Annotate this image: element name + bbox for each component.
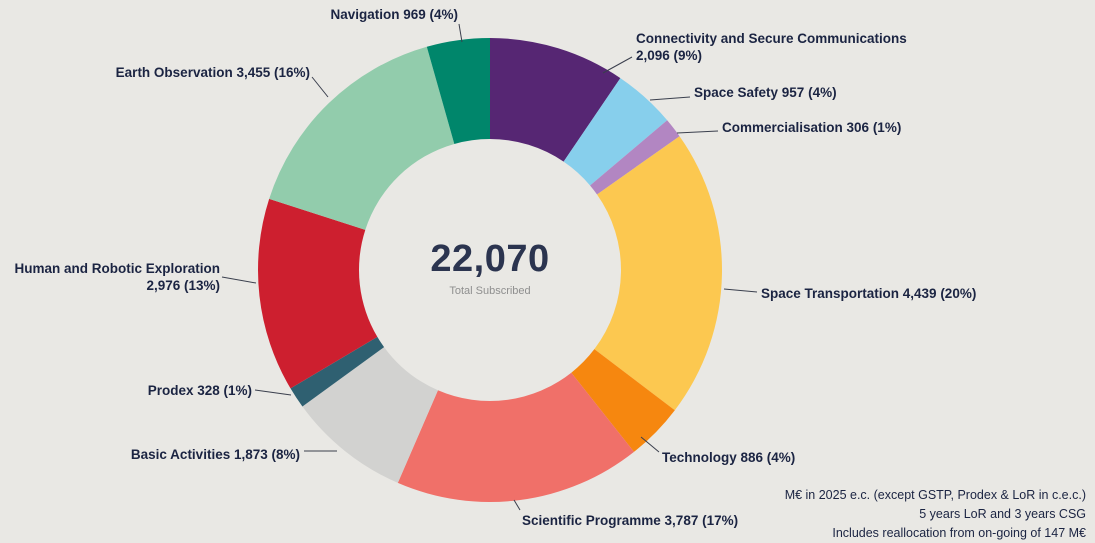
segment-label-navigation: Navigation 969 (4%)	[330, 7, 458, 22]
segment-label-earth-observation: Earth Observation 3,455 (16%)	[115, 65, 310, 80]
donut-slice-space-safety[interactable]	[563, 78, 668, 186]
segment-label-human-and-robotic-exploration: Human and Robotic Exploration 2,976 (13%…	[14, 261, 220, 293]
donut-slice-navigation[interactable]	[426, 38, 490, 144]
donut-slice-scientific-programme[interactable]	[397, 372, 634, 502]
donut-slice-prodex[interactable]	[290, 336, 385, 407]
footnote-line-3: Includes reallocation from on-going of 1…	[832, 526, 1086, 540]
leader-line	[221, 276, 257, 284]
donut-slice-basic-activities[interactable]	[302, 347, 438, 483]
leader-line	[640, 436, 660, 453]
leader-line	[723, 288, 758, 293]
donut-slice-earth-observation[interactable]	[269, 46, 455, 230]
segment-label-prodex: Prodex 328 (1%)	[147, 383, 252, 398]
footnote-line-2: 5 years LoR and 3 years CSG	[919, 507, 1086, 521]
segment-label-space-safety: Space Safety 957 (4%)	[694, 85, 837, 100]
leader-line	[311, 76, 329, 98]
segment-label-space-transportation: Space Transportation 4,439 (20%)	[761, 286, 977, 301]
leader-line	[676, 130, 719, 134]
segment-label-connectivity-and-secure-communications: Connectivity and Secure Communications 2…	[636, 31, 907, 63]
leader-line	[649, 96, 691, 101]
donut-slice-commercialisation[interactable]	[590, 120, 680, 195]
leader-line	[254, 389, 292, 396]
segment-label-basic-activities: Basic Activities 1,873 (8%)	[130, 447, 300, 462]
donut-slice-connectivity-and-secure-communications[interactable]	[490, 38, 621, 162]
donut-slice-space-transportation[interactable]	[594, 136, 723, 411]
leader-line	[602, 56, 633, 74]
donut-slice-technology[interactable]	[571, 349, 675, 452]
segment-label-commercialisation: Commercialisation 306 (1%)	[722, 120, 902, 135]
segment-label-scientific-programme: Scientific Programme 3,787 (17%)	[522, 513, 739, 528]
footnote-line-1: M€ in 2025 e.c. (except GSTP, Prodex & L…	[784, 488, 1086, 502]
segment-label-technology: Technology 886 (4%)	[662, 450, 796, 465]
total-subscribed-value: 22,070	[430, 238, 550, 280]
donut-slice-human-and-robotic-exploration[interactable]	[258, 198, 378, 389]
footnote: M€ in 2025 e.c. (except GSTP, Prodex & L…	[785, 486, 1086, 543]
leader-line	[513, 499, 521, 511]
donut-center: 22,070 Total Subscribed	[380, 239, 600, 297]
total-subscribed-label: Total Subscribed	[449, 285, 531, 297]
leader-line	[458, 23, 463, 43]
